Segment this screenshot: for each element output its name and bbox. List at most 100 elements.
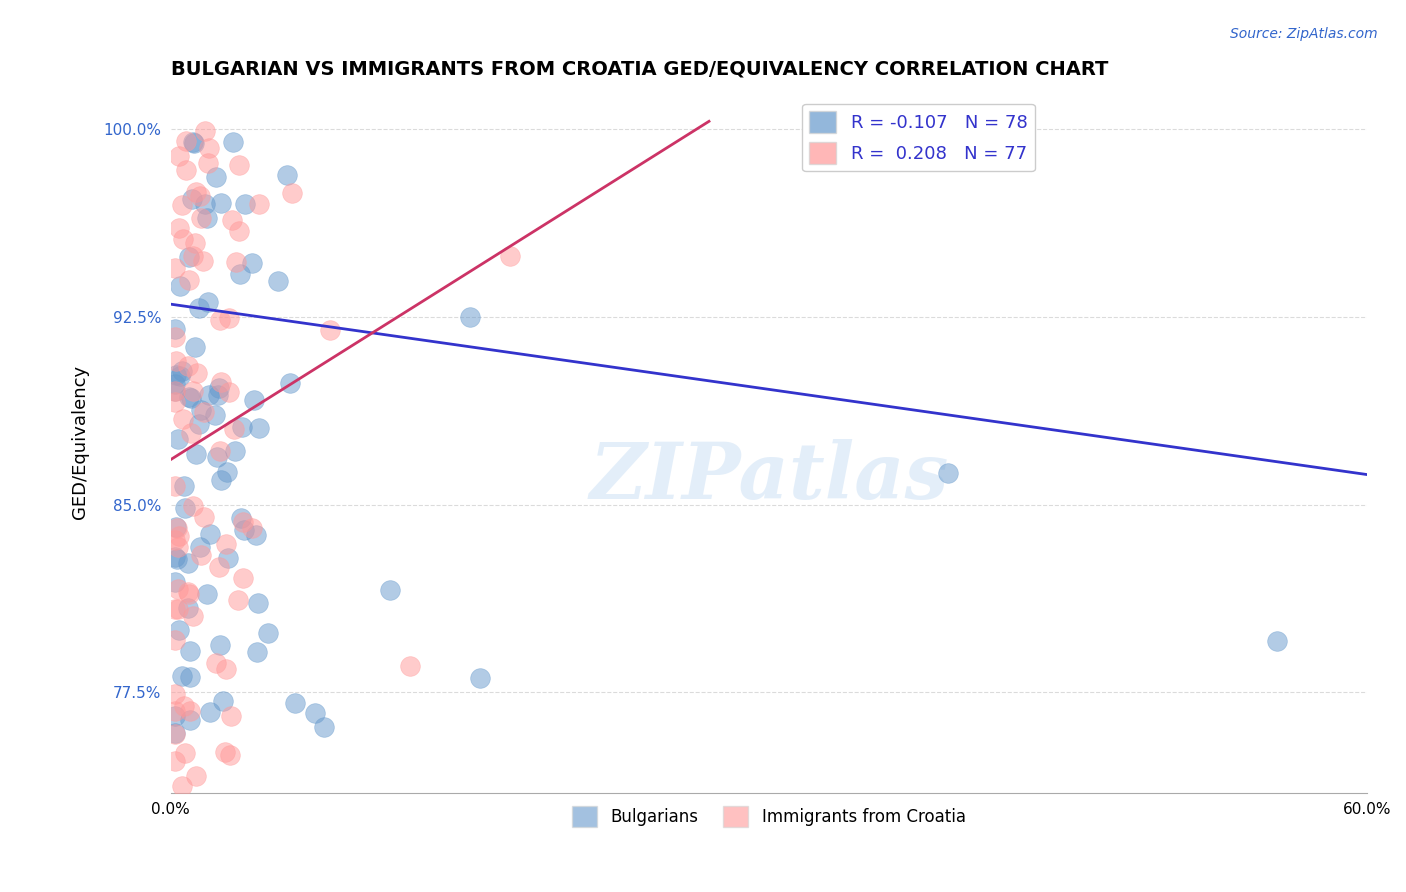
Point <box>173 747 195 761</box>
Point <box>231 420 253 434</box>
Point <box>228 267 250 281</box>
Point <box>256 625 278 640</box>
Point <box>173 698 195 713</box>
Point <box>205 450 228 465</box>
Point <box>183 236 205 251</box>
Point <box>167 432 190 446</box>
Point <box>177 390 200 404</box>
Point <box>170 780 193 794</box>
Point <box>177 585 200 599</box>
Point <box>180 391 202 405</box>
Point <box>240 521 263 535</box>
Point <box>232 515 254 529</box>
Point <box>245 528 267 542</box>
Point <box>936 466 959 480</box>
Point <box>180 425 202 440</box>
Point <box>209 375 232 389</box>
Point <box>190 211 212 226</box>
Point <box>208 312 231 326</box>
Point <box>184 340 207 354</box>
Point <box>224 422 246 436</box>
Legend: Bulgarians, Immigrants from Croatia: Bulgarians, Immigrants from Croatia <box>565 800 973 833</box>
Point <box>187 301 209 315</box>
Point <box>198 527 221 541</box>
Point <box>198 388 221 402</box>
Point <box>179 670 201 684</box>
Point <box>207 388 229 402</box>
Point <box>163 632 186 647</box>
Point <box>399 659 422 673</box>
Point <box>232 571 254 585</box>
Point <box>186 769 208 783</box>
Point <box>219 709 242 723</box>
Point <box>209 195 232 210</box>
Point <box>184 447 207 461</box>
Point <box>214 746 236 760</box>
Point <box>197 294 219 309</box>
Point <box>205 169 228 184</box>
Point <box>179 704 201 718</box>
Point <box>243 393 266 408</box>
Point <box>163 755 186 769</box>
Point <box>177 359 200 373</box>
Point <box>163 377 186 392</box>
Point <box>200 705 222 719</box>
Point <box>172 411 194 425</box>
Point <box>204 408 226 422</box>
Point <box>276 168 298 182</box>
Point <box>181 609 204 624</box>
Point <box>181 499 204 513</box>
Point <box>165 479 187 493</box>
Point <box>226 592 249 607</box>
Point <box>163 688 186 702</box>
Point <box>181 192 204 206</box>
Point <box>177 250 200 264</box>
Point <box>165 574 187 589</box>
Point <box>166 520 188 534</box>
Point <box>163 322 186 336</box>
Point <box>208 559 231 574</box>
Point <box>233 197 256 211</box>
Point <box>188 189 211 203</box>
Point <box>281 186 304 200</box>
Point <box>240 255 263 269</box>
Point <box>181 249 204 263</box>
Point <box>247 596 270 610</box>
Point <box>228 158 250 172</box>
Point <box>225 255 247 269</box>
Point <box>177 273 200 287</box>
Point <box>195 211 218 226</box>
Point <box>224 444 246 458</box>
Text: ZIPatlas: ZIPatlas <box>589 439 949 516</box>
Point <box>173 479 195 493</box>
Point <box>179 587 201 601</box>
Point <box>170 364 193 378</box>
Point <box>212 694 235 708</box>
Point <box>165 354 187 368</box>
Point <box>278 376 301 390</box>
Point <box>233 523 256 537</box>
Point <box>163 384 186 398</box>
Point <box>183 136 205 150</box>
Point <box>163 602 186 616</box>
Point <box>176 163 198 178</box>
Point <box>167 220 190 235</box>
Point <box>190 402 212 417</box>
Point <box>163 709 186 723</box>
Point <box>194 124 217 138</box>
Point <box>165 520 187 534</box>
Point <box>166 551 188 566</box>
Point <box>499 249 522 263</box>
Point <box>247 196 270 211</box>
Point <box>284 696 307 710</box>
Point <box>181 384 204 398</box>
Point <box>179 644 201 658</box>
Point <box>186 185 208 199</box>
Point <box>190 548 212 562</box>
Point <box>205 657 228 671</box>
Point <box>193 405 215 419</box>
Point <box>177 556 200 570</box>
Point <box>169 278 191 293</box>
Point <box>193 510 215 524</box>
Point <box>166 602 188 616</box>
